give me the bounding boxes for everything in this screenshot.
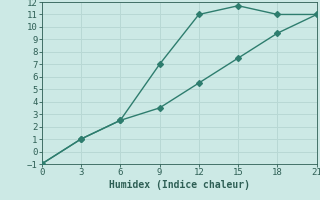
X-axis label: Humidex (Indice chaleur): Humidex (Indice chaleur)	[109, 180, 250, 190]
